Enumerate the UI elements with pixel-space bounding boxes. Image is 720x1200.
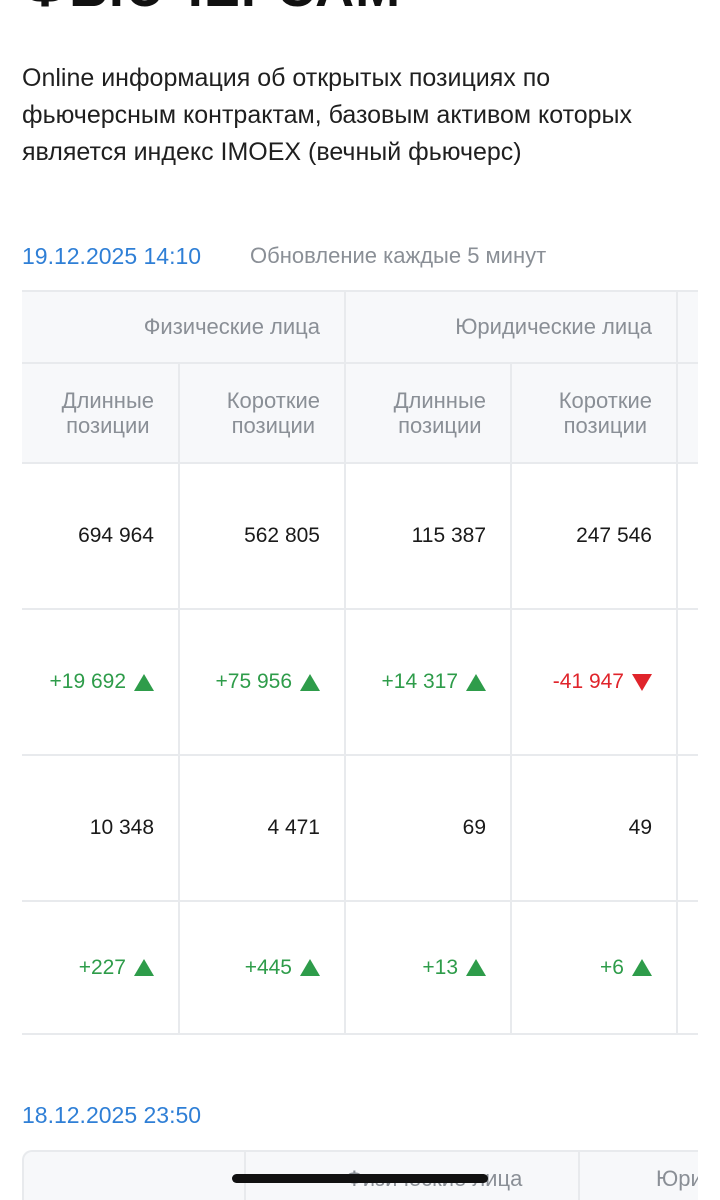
group-header-legal-entities: Юридические лица [346,292,678,364]
triangle-up-icon [466,673,486,691]
update-note: Обновление каждые 5 минут [250,243,547,268]
cell-next [678,464,698,610]
snapshot-timestamp: 19.12.2025 14:10 [22,243,202,269]
subheader-individuals-short: Короткие позиции [180,364,346,464]
page-description: Online информация об открытых позициях п… [22,64,633,166]
cell-count-change-individuals-short: +445 [180,902,346,1035]
cell-count-change-legal-long: +13 [346,902,512,1035]
cell-change-individuals-long: +19 692 [22,610,180,756]
group-header-next [678,292,698,364]
triangle-up-icon [632,959,652,976]
cell-count-legal-short: 49 [512,756,678,902]
cell-change-individuals-short: +75 956 [180,610,346,756]
positions-table-previous: Физические лица Юри [22,1150,698,1200]
cell-count-individuals-short: 4 471 [180,756,346,902]
triangle-up-icon [466,959,486,976]
home-indicator[interactable] [232,1174,488,1183]
previous-group-header-legal-entities: Юри [656,1166,698,1191]
subheader-next [678,364,698,464]
triangle-down-icon [632,673,652,691]
cell-count-individuals-long: 10 348 [22,756,180,902]
previous-header-blank [24,1152,246,1200]
cell-next [678,756,698,902]
triangle-up-icon [134,673,154,691]
subheader-legal-long: Длинные позиции [346,364,512,464]
snapshot-timestamp-previous: 18.12.2025 23:50 [22,1102,202,1128]
cell-count-legal-long: 69 [346,756,512,902]
subheader-legal-short: Короткие позиции [512,364,678,464]
triangle-up-icon [300,673,320,691]
cell-count-change-individuals-long: +227 [22,902,180,1035]
subheader-individuals-long: Длинные позиции [22,364,180,464]
cell-total-legal-long: 115 387 [346,464,512,610]
cell-total-individuals-long: 694 964 [22,464,180,610]
positions-table: Физические лица Юридические лица Длинные… [22,290,698,1035]
group-header-individuals: Физические лица [22,292,346,364]
cell-change-legal-long: +14 317 [346,610,512,756]
triangle-up-icon [134,959,154,976]
cell-count-change-legal-short: +6 [512,902,678,1035]
cell-change-legal-short: -41 947 [512,610,678,756]
page-title: ФЬЮЧЕРСАМ [22,0,401,18]
cell-total-legal-short: 247 546 [512,464,678,610]
cell-next [678,902,698,1035]
triangle-up-icon [300,959,320,976]
cell-next [678,610,698,756]
cell-total-individuals-short: 562 805 [180,464,346,610]
